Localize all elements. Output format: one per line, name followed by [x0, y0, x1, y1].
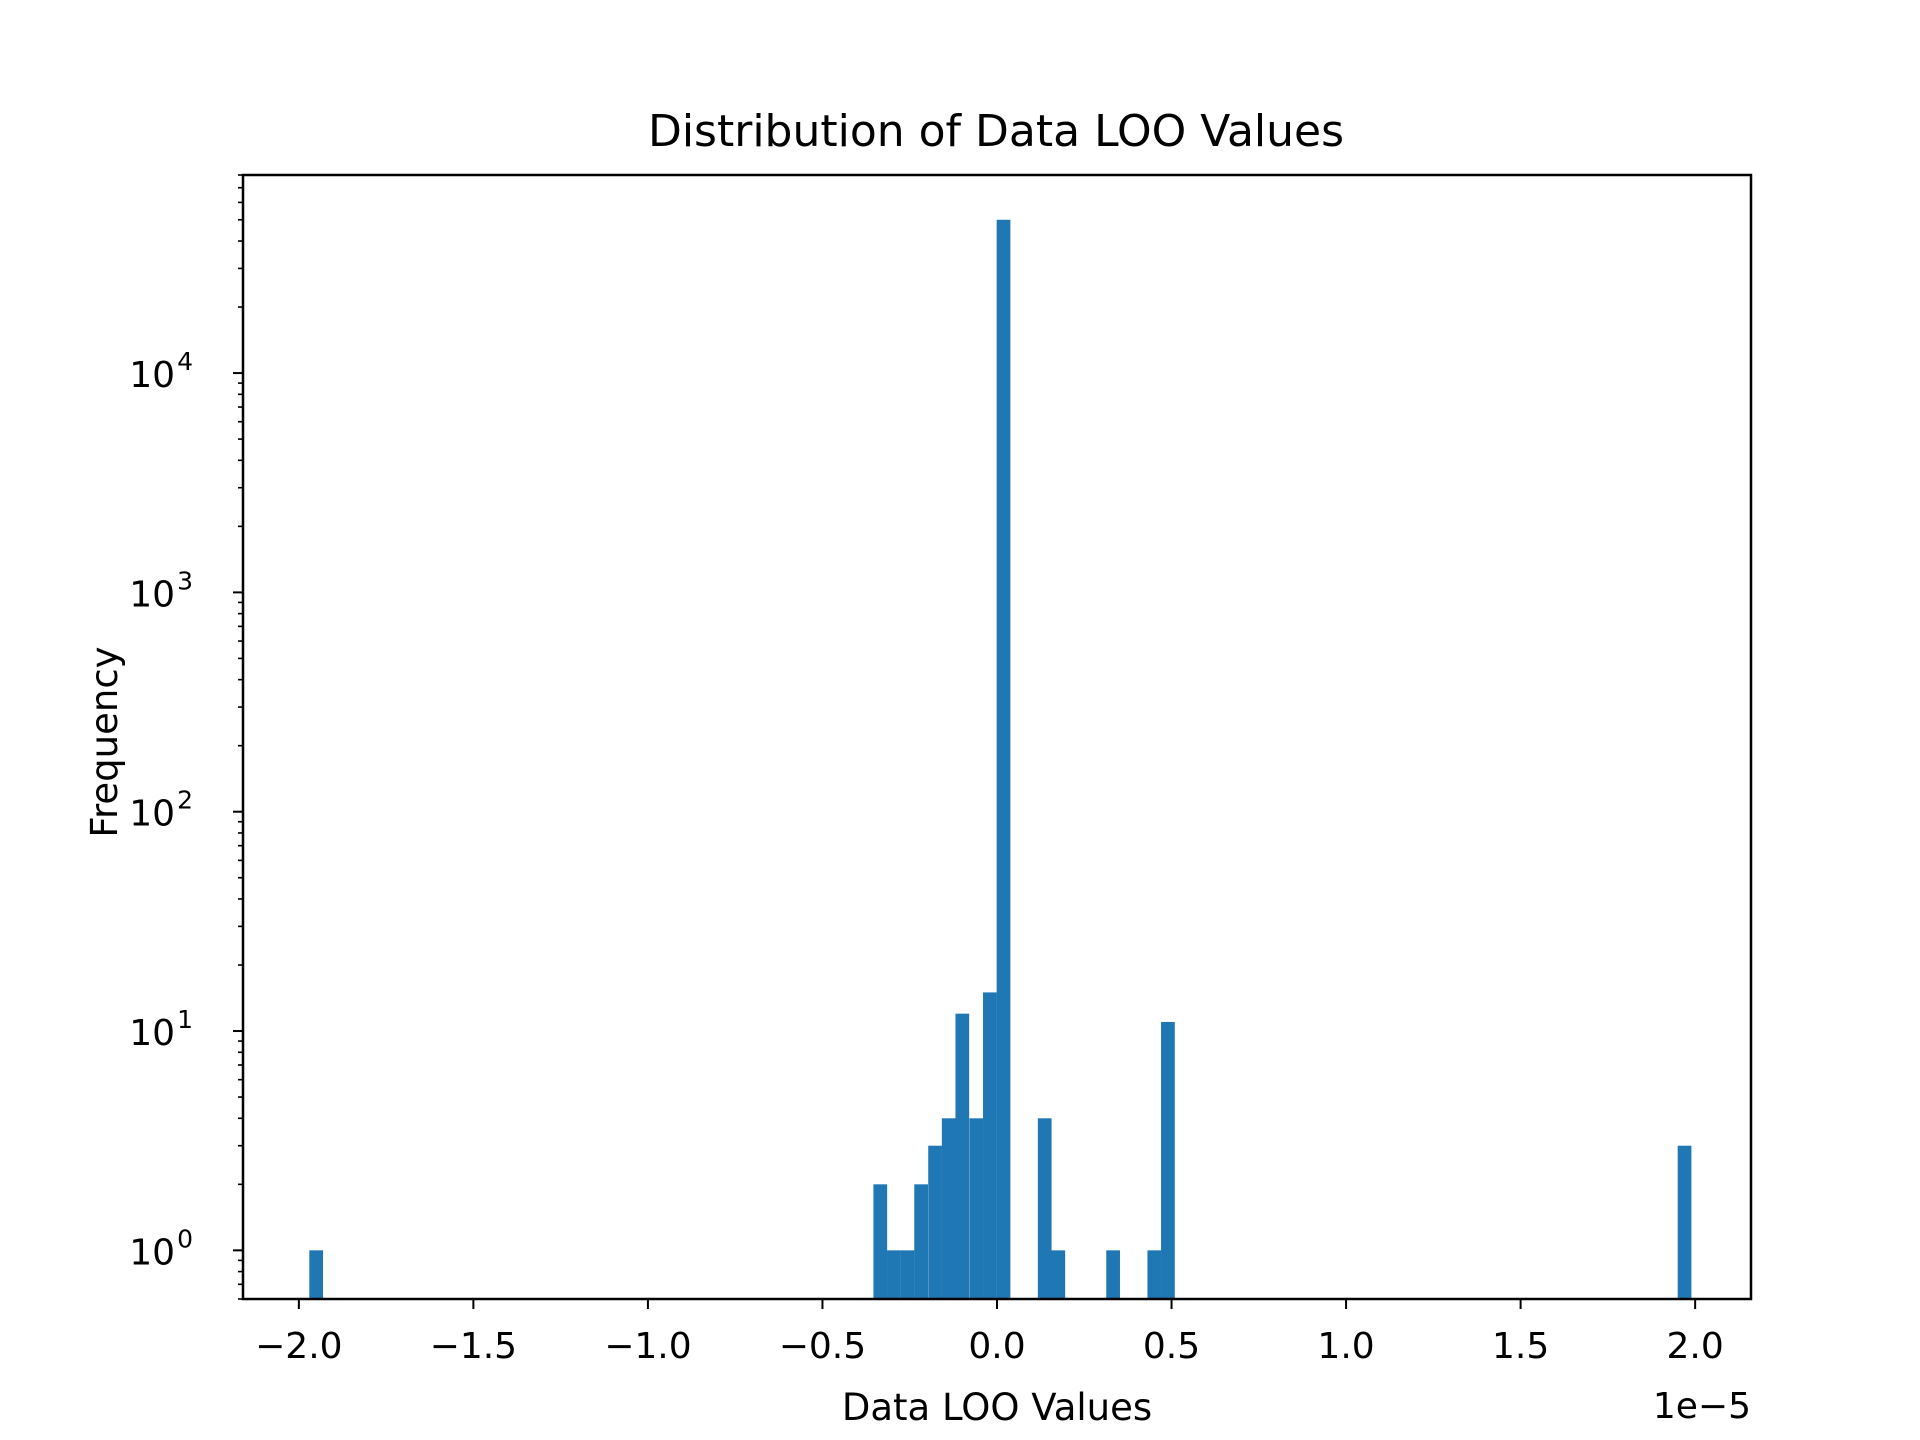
- x-tick-label: 1.0: [1317, 1326, 1374, 1367]
- y-tick-label: 102: [129, 786, 193, 835]
- x-tick-label: 0.0: [968, 1326, 1025, 1367]
- x-tick-label: 2.0: [1667, 1326, 1724, 1367]
- x-tick-label: −2.0: [255, 1326, 342, 1367]
- histogram-bar: [914, 1184, 928, 1299]
- histogram-bar: [309, 1250, 324, 1299]
- histogram-bar: [1106, 1250, 1120, 1299]
- bars-group: [309, 219, 1692, 1299]
- x-tick-label: −1.5: [430, 1326, 517, 1367]
- plot-frame: [241, 173, 1753, 1301]
- histogram-bar: [1051, 1250, 1066, 1299]
- histogram-bar: [941, 1118, 956, 1299]
- x-axis-label: Data LOO Values: [842, 1386, 1152, 1429]
- x-axis-ticks: −2.0 −1.5 −1.0 −0.5 0.0 0.5 1.0 1.5 2.0: [255, 1299, 1724, 1367]
- x-offset-text: 1e−5: [1653, 1386, 1751, 1427]
- histogram-bar: [955, 1013, 970, 1299]
- x-tick-label: 1.5: [1492, 1326, 1549, 1367]
- x-tick-label: −0.5: [779, 1326, 866, 1367]
- histogram-bar: [928, 1145, 942, 1299]
- chart-title: Distribution of Data LOO Values: [648, 106, 1344, 157]
- histogram-bar: [1161, 1021, 1175, 1299]
- y-axis-label: Frequency: [83, 646, 126, 837]
- x-tick-label: 0.5: [1143, 1326, 1200, 1367]
- histogram-bar: [1677, 1145, 1692, 1299]
- histogram-bar: [873, 1184, 888, 1299]
- histogram-bar: [887, 1250, 901, 1299]
- histogram-bar: [969, 1118, 984, 1299]
- x-tick-label: −1.0: [604, 1326, 691, 1367]
- histogram-bar: [1037, 1118, 1052, 1299]
- histogram-bar: [1147, 1250, 1162, 1299]
- histogram-bar: [900, 1250, 915, 1299]
- histogram-bar: [996, 219, 1011, 1299]
- histogram-bar: [983, 992, 997, 1299]
